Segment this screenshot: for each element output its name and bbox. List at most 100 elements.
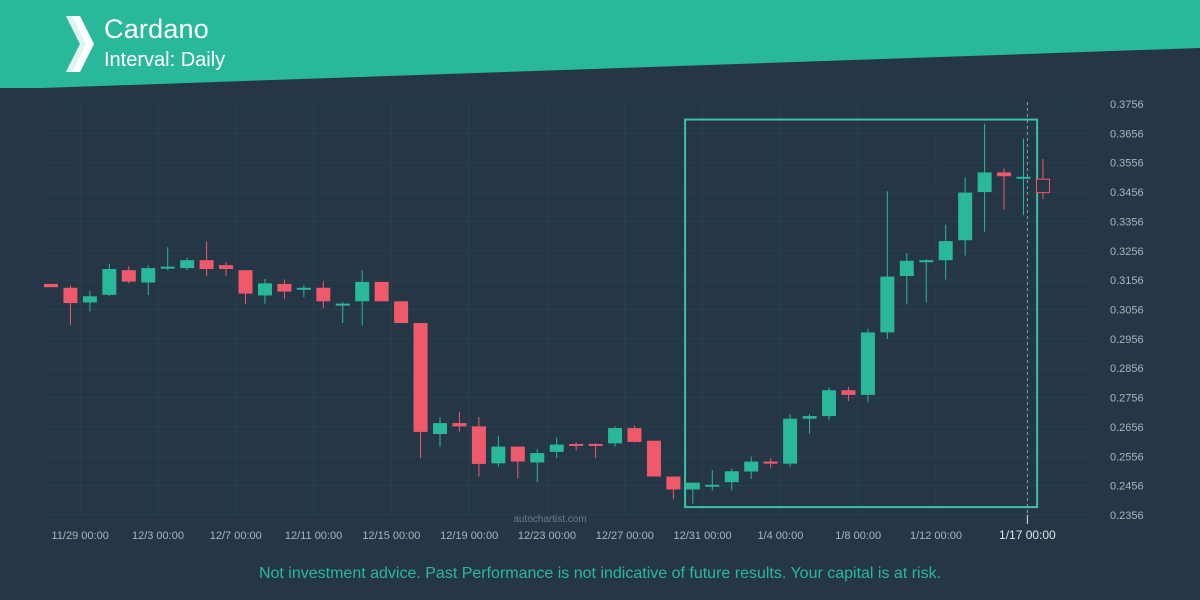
candle-body xyxy=(180,260,195,269)
candle-body xyxy=(744,461,759,472)
candle xyxy=(491,435,506,467)
candle-body xyxy=(822,390,836,417)
y-tick-label: 0.2556 xyxy=(1110,451,1144,463)
candle xyxy=(588,443,603,459)
candle-body xyxy=(608,428,623,444)
candle xyxy=(141,265,156,296)
candle-body xyxy=(588,443,603,446)
candle-body xyxy=(997,172,1012,177)
candle xyxy=(569,442,584,451)
x-tick-label: 11/29 00:00 xyxy=(52,530,109,542)
candle-body xyxy=(471,426,486,464)
candle xyxy=(899,252,914,305)
candle-body xyxy=(452,423,467,427)
candle xyxy=(997,168,1012,210)
candle-body xyxy=(433,423,447,434)
candle-body xyxy=(666,476,681,490)
candle xyxy=(763,458,778,469)
candle xyxy=(938,224,953,280)
candle-body xyxy=(938,241,953,261)
header-banner xyxy=(0,0,1200,88)
y-tick-label: 0.3756 xyxy=(1110,99,1144,111)
candle xyxy=(452,411,467,432)
candle-body xyxy=(763,461,778,464)
candle-body xyxy=(63,287,78,304)
grid-lines xyxy=(45,103,1090,516)
candle xyxy=(802,414,817,434)
candle-body xyxy=(491,446,506,464)
candle xyxy=(277,279,292,300)
y-tick-label: 0.3356 xyxy=(1110,216,1144,228)
candle-body xyxy=(257,283,272,296)
candle xyxy=(374,281,389,302)
x-tick-label: 1/17 00:00 xyxy=(999,528,1056,542)
x-tick-label: 1/4 00:00 xyxy=(757,530,803,542)
y-tick-label: 0.2756 xyxy=(1110,393,1144,405)
candle xyxy=(102,263,117,296)
candle xyxy=(822,387,836,420)
x-tick-label: 12/23 00:00 xyxy=(518,530,576,542)
header-banner-shape xyxy=(0,0,1200,88)
candle-body xyxy=(413,323,428,432)
candle-body xyxy=(977,172,992,193)
candle-body xyxy=(335,303,350,306)
candle-body xyxy=(841,390,856,395)
candle xyxy=(608,426,623,447)
candle xyxy=(530,448,545,483)
candle-body xyxy=(199,260,214,269)
candle-body xyxy=(141,268,156,283)
x-tick-label: 1/8 00:00 xyxy=(835,530,881,542)
candle xyxy=(44,283,58,288)
candle-body xyxy=(685,482,700,490)
candle xyxy=(860,328,875,403)
y-tick-label: 0.2456 xyxy=(1110,481,1144,493)
candle xyxy=(958,177,973,256)
candle-body xyxy=(880,276,895,333)
candle-body xyxy=(530,453,545,463)
candle-body xyxy=(296,287,311,290)
candle-body xyxy=(783,418,798,464)
x-tick-label: 12/27 00:00 xyxy=(596,530,654,542)
candle xyxy=(471,416,486,477)
candle xyxy=(685,482,700,504)
x-tick-label: 12/3 00:00 xyxy=(132,530,184,542)
y-tick-label: 0.3556 xyxy=(1110,158,1144,170)
y-tick-label: 0.3456 xyxy=(1110,187,1144,199)
y-tick-label: 0.3256 xyxy=(1110,246,1144,258)
x-tick-label: 1/12 00:00 xyxy=(910,530,962,542)
pattern-highlight-box xyxy=(684,118,1039,509)
autochartist-logo-icon xyxy=(66,16,94,72)
candlestick-chart: 0.3756 0.3656 0.3556 0.3456 0.3356 0.3256 0.31… xyxy=(44,99,1144,542)
candle xyxy=(219,262,234,277)
candle-body xyxy=(121,270,136,282)
watermark: autochartist.com xyxy=(513,514,587,525)
y-tick-label: 0.3656 xyxy=(1110,128,1144,140)
candle xyxy=(724,468,739,491)
interval-subtitle: Interval: Daily xyxy=(104,49,226,71)
candle xyxy=(199,241,214,277)
candle-body xyxy=(919,260,934,263)
candle xyxy=(316,281,331,309)
candle xyxy=(783,414,798,467)
y-tick-label: 0.2656 xyxy=(1110,422,1144,434)
candle xyxy=(394,301,409,324)
x-tick-label: 12/19 00:00 xyxy=(440,530,498,542)
candle-body xyxy=(355,281,370,302)
candle xyxy=(705,470,720,491)
candle-body xyxy=(160,266,175,269)
candle-body xyxy=(238,270,253,294)
candle-body xyxy=(102,268,117,295)
candle-body xyxy=(219,265,234,269)
y-tick-label: 0.2956 xyxy=(1110,334,1144,346)
x-tick-label: 12/7 00:00 xyxy=(210,530,262,542)
candle xyxy=(841,386,856,402)
y-tick-label: 0.2856 xyxy=(1110,363,1144,375)
candle-body xyxy=(510,446,525,462)
candle-body xyxy=(82,296,97,303)
candle-body xyxy=(724,471,739,483)
candle-body xyxy=(705,484,720,487)
candle xyxy=(433,417,447,447)
candle xyxy=(296,285,311,298)
y-tick-label: 0.3056 xyxy=(1110,305,1144,317)
candle-body xyxy=(374,281,389,302)
